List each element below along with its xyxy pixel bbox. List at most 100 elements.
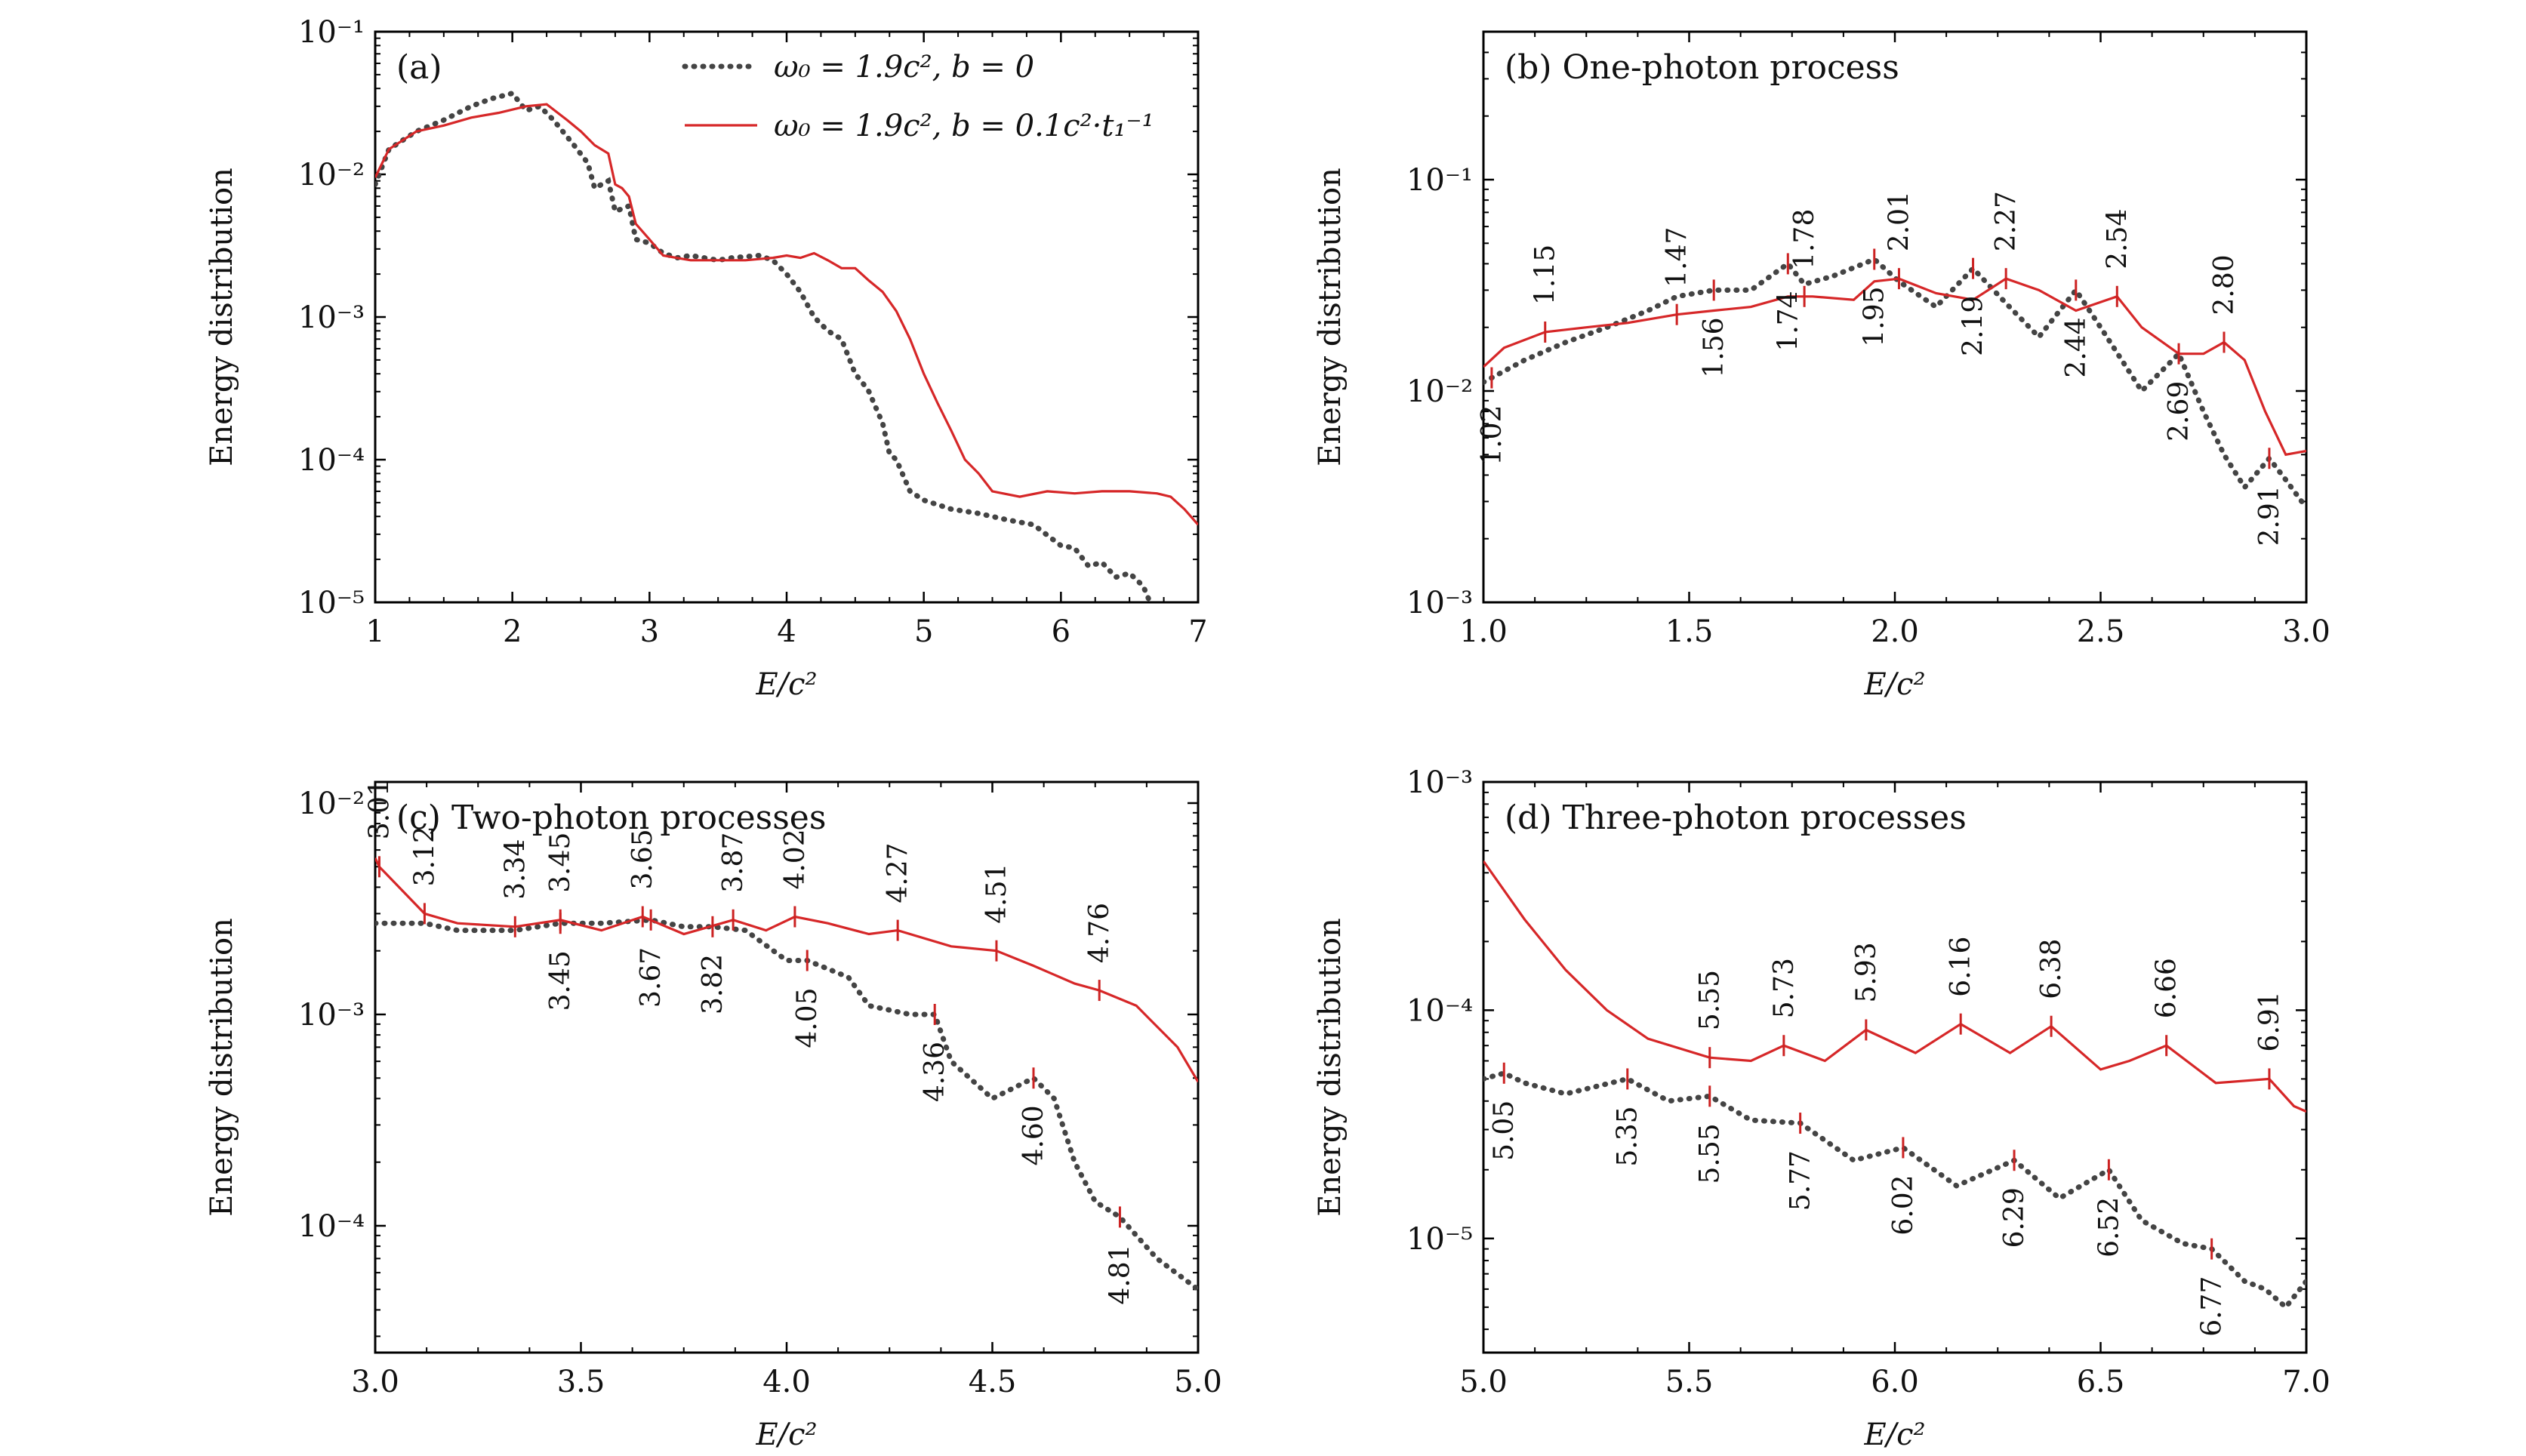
y-tick-label: 10⁻⁴ [298,443,365,478]
y-tick-label: 10⁻⁵ [298,586,365,620]
peak-label: 3.45 [545,833,576,893]
series-dotted-line [1483,256,2306,511]
peak-label: 2.91 [2254,485,2285,546]
x-tick-label: 2 [503,614,522,649]
y-tick-label: 10⁻³ [298,998,365,1033]
peak-label: 1.78 [1789,209,1820,269]
series-solid-line [1483,277,2306,457]
series-dotted-line [375,917,1198,1292]
x-axis-label: E/c² [755,667,817,702]
x-tick-label: 1.0 [1459,614,1508,649]
y-tick-label: 10⁻² [298,786,365,821]
y-tick-label: 10⁻⁴ [298,1209,365,1244]
x-tick-label: 4 [777,614,796,649]
peak-label: 2.54 [2102,209,2133,269]
x-tick-label: 6.0 [1871,1365,1919,1399]
y-axis-label: Energy distribution [205,918,239,1217]
peak-label: 3.01 [364,779,395,839]
y-tick-label: 10⁻¹ [1406,163,1473,198]
peak-label: 2.27 [1991,191,2022,251]
peak-label: 4.36 [920,1042,950,1102]
peak-label: 1.15 [1530,245,1561,305]
series-solid-line [375,857,1198,1083]
y-tick-label: 10⁻³ [298,300,365,335]
x-axis-label: E/c² [1863,667,1925,702]
x-tick-label: 5 [914,614,933,649]
peak-label: 6.66 [2152,958,2183,1018]
peak-label: 5.77 [1785,1150,1816,1211]
panel-title: (a) [396,48,442,87]
x-axis-label: E/c² [1863,1418,1925,1452]
peak-label: 4.05 [792,988,823,1048]
peak-label: 1.02 [1477,405,1508,466]
peak-label: 5.55 [1695,970,1726,1030]
peak-label: 6.91 [2254,991,2285,1051]
peak-label: 4.76 [1084,903,1115,963]
x-tick-label: 1.5 [1665,614,1714,649]
peak-label: 2.80 [2209,254,2240,315]
peak-label: 1.74 [1773,291,1804,351]
y-tick-label: 10⁻⁴ [1406,993,1473,1028]
peak-label: 3.67 [636,947,667,1008]
x-axis-label: E/c² [755,1418,817,1452]
peak-label: 6.38 [2036,939,2067,999]
peak-label: 5.05 [1489,1100,1520,1161]
peak-label: 5.35 [1613,1106,1643,1166]
y-tick-label: 10⁻³ [1406,586,1473,620]
peak-label: 1.56 [1699,317,1730,377]
x-tick-label: 5.5 [1665,1365,1714,1399]
plot-frame [1482,780,2308,1354]
peak-label: 6.02 [1888,1174,1919,1235]
panel-3: 5.0 5.5 6.0 6.5 7.0 10⁻⁵ 10⁻⁴ 10⁻³ E/c² Energy di… [1313,765,2330,1452]
series-solid-line [375,103,1198,526]
peak-label: 3.34 [500,839,531,900]
x-tick-label: 3.0 [2282,614,2330,649]
x-tick-label: 4.5 [969,1365,1017,1399]
x-tick-label: 7 [1188,614,1207,649]
series-dotted-line [1483,1070,2306,1311]
x-tick-label: 3 [640,614,659,649]
panel-0: 1 2 3 4 5 6 7 10⁻⁵ 10⁻⁴ 10⁻³ 10⁻² 10⁻¹ E/c² Energy di… [205,15,1208,702]
plot-frame [1482,30,2308,604]
peak-label: 1.47 [1662,227,1693,288]
x-tick-label: 2.5 [2077,614,2125,649]
peak-label: 2.44 [2061,317,2092,377]
x-tick-label: 7.0 [2282,1365,2330,1399]
x-tick-label: 6.5 [2077,1365,2125,1399]
peak-label: 3.12 [409,826,440,886]
peak-label: 6.16 [1945,937,1976,997]
legend-label: ω₀ = 1.9c², b = 0 [774,50,1034,85]
peak-label: 2.19 [1958,296,1989,356]
peak-label: 3.87 [718,833,749,893]
x-tick-label: 1 [365,614,384,649]
series-solid-line [1483,860,2306,1113]
series-dotted-line [375,90,1153,602]
x-tick-label: 5.0 [1174,1365,1222,1399]
x-tick-label: 4.0 [762,1365,811,1399]
y-tick-label: 10⁻¹ [298,15,365,50]
x-tick-label: 3.5 [557,1365,605,1399]
x-tick-label: 3.0 [351,1365,399,1399]
peak-label: 6.77 [2197,1276,2228,1337]
peak-label: 4.27 [883,842,913,903]
peak-label: 1.95 [1859,286,1890,346]
peak-label: 4.60 [1018,1105,1049,1165]
peak-label: 5.55 [1695,1123,1726,1184]
peak-label: 5.73 [1769,958,1800,1018]
peak-label: 5.93 [1851,942,1882,1002]
panel-1: 1.0 1.5 2.0 2.5 3.0 10⁻³ 10⁻² 10⁻¹ E/c² Energy di… [1313,30,2330,702]
peak-label: 4.02 [780,829,811,889]
peak-label: 6.29 [1999,1187,2030,1248]
y-tick-label: 10⁻³ [1406,765,1473,800]
peak-label: 3.45 [545,950,576,1011]
x-tick-label: 5.0 [1459,1365,1508,1399]
legend-label: ω₀ = 1.9c², b = 0.1c²·t₁⁻¹ [774,109,1154,143]
peak-label: 4.81 [1104,1244,1135,1304]
x-tick-label: 2.0 [1871,614,1919,649]
panel-title: (b) One-photon process [1505,48,1899,87]
y-tick-label: 10⁻² [298,158,365,192]
panel-title: (c) Two-photon processes [396,799,826,837]
y-tick-label: 10⁻² [1406,374,1473,409]
y-axis-label: Energy distribution [1313,168,1348,466]
